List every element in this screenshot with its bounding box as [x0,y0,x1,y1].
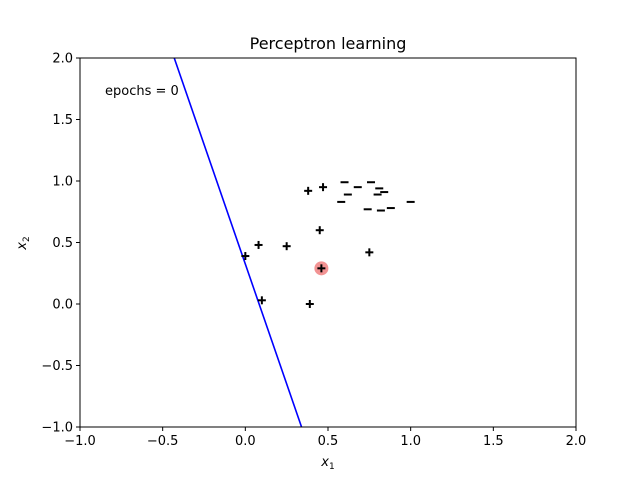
plus-marker [305,300,314,308]
decision-boundary-line [173,58,303,427]
y-axis-label-main: x [15,242,30,251]
x-tick-label: 1.5 [483,434,504,449]
x-tick-label: 0.5 [318,434,339,449]
plus-marker [317,264,326,273]
y-tick-label: 0.0 [52,298,73,313]
plus-marker [282,242,291,251]
x-axis-label-sub: 1 [329,462,335,472]
y-axis-ticks: −1.0 −0.5 0.0 0.5 1.0 1.5 2.0 [41,52,80,436]
plus-marker [319,183,328,192]
y-tick-label: −1.0 [41,421,73,436]
y-tick-label: 1.0 [52,175,73,190]
sample-markers [241,181,415,308]
x-tick-label: −0.5 [147,434,179,449]
x-tick-label: −1.0 [64,434,96,449]
y-tick-label: 2.0 [52,52,73,67]
x-tick-label: 0.0 [235,434,256,449]
y-tick-label: 0.5 [52,236,73,251]
x-tick-label: 2.0 [566,434,587,449]
plus-marker [241,252,250,261]
x-axis-label-main: x [320,455,329,470]
y-tick-label: 1.5 [52,113,73,128]
x-tick-label: 1.0 [400,434,421,449]
plot-area [173,58,415,427]
y-axis-label-sub: 2 [22,236,32,242]
y-axis-label: x2 [15,236,32,250]
plus-marker [365,248,374,257]
x-axis-label: x1 [320,455,334,472]
plus-marker [257,296,266,305]
chart-title: Perceptron learning [250,34,407,53]
plus-marker [254,240,263,249]
y-tick-label: −0.5 [41,359,73,374]
plus-marker [315,226,324,235]
annotation-epochs: epochs = 0 [105,84,179,99]
plus-marker [304,186,313,195]
x-axis-ticks: −1.0 −0.5 0.0 0.5 1.0 1.5 2.0 [64,427,586,449]
